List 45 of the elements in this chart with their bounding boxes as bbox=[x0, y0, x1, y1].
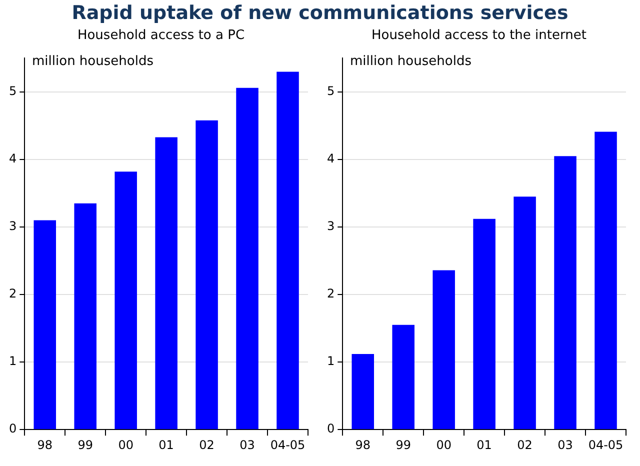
x-tick-label: 98 bbox=[37, 438, 53, 452]
y-tick-label: 3 bbox=[8, 219, 17, 234]
bar bbox=[155, 137, 178, 430]
y-tick-label: 0 bbox=[326, 422, 335, 436]
x-tick-label: 04-05 bbox=[270, 438, 306, 452]
y-tick-label: 3 bbox=[326, 219, 335, 234]
y-tick-label: 0 bbox=[8, 422, 17, 436]
x-tick-label: 03 bbox=[240, 438, 255, 452]
y-tick-label: 1 bbox=[326, 354, 335, 368]
y-tick-label: 4 bbox=[8, 152, 17, 166]
chart-title: Rapid uptake of new communications services bbox=[70, 2, 570, 26]
x-tick-label: 99 bbox=[396, 438, 411, 452]
y-tick-label: 2 bbox=[326, 286, 335, 301]
x-tick-label: 98 bbox=[355, 438, 371, 452]
y-tick-label: 4 bbox=[326, 152, 335, 166]
bar bbox=[594, 132, 617, 430]
x-tick-label: 02 bbox=[199, 438, 214, 452]
bar bbox=[74, 203, 96, 430]
x-tick-label: 01 bbox=[158, 438, 174, 452]
bar bbox=[473, 218, 496, 430]
bar bbox=[114, 172, 137, 430]
bar bbox=[392, 324, 414, 430]
x-tick-label: 99 bbox=[78, 438, 93, 452]
x-tick-label: 04-05 bbox=[588, 438, 624, 452]
chart-subtitle: Household access to a PC bbox=[76, 28, 246, 45]
x-tick-label: 00 bbox=[118, 438, 134, 452]
bar bbox=[276, 72, 299, 430]
bar bbox=[554, 156, 576, 430]
bar bbox=[352, 354, 374, 430]
chart-subtitle: Household access to the internet bbox=[370, 28, 588, 45]
y-tick-label: 1 bbox=[8, 354, 17, 368]
bar bbox=[236, 88, 258, 430]
y-tick-label: 5 bbox=[326, 84, 335, 98]
x-tick-label: 03 bbox=[558, 438, 573, 452]
x-tick-label: 02 bbox=[517, 438, 532, 452]
bar bbox=[196, 120, 218, 430]
y-tick-label: 2 bbox=[8, 286, 17, 301]
x-tick-label: 01 bbox=[476, 438, 492, 452]
x-tick-label: 00 bbox=[436, 438, 452, 452]
bar bbox=[34, 220, 56, 430]
y-tick-label: 5 bbox=[8, 84, 17, 98]
bar bbox=[514, 196, 536, 430]
y-axis-title: million households bbox=[348, 54, 474, 69]
y-axis-title: million households bbox=[30, 54, 156, 69]
bar bbox=[432, 270, 455, 430]
